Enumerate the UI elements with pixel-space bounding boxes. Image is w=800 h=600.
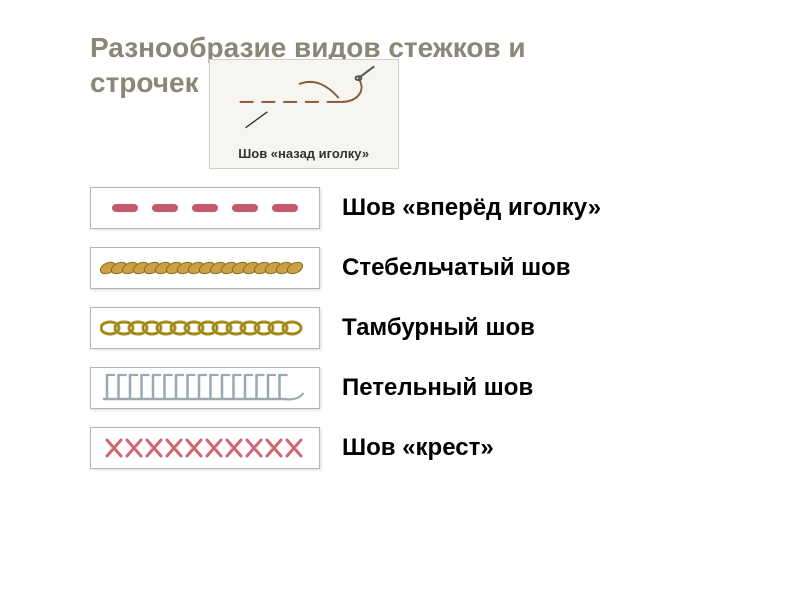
- label-blanket-stitch: Петельный шов: [342, 374, 533, 402]
- blanket-stitch-icon: [95, 371, 315, 405]
- dash-stitches-icon: [112, 204, 298, 212]
- row-cross-stitch: Шов «крест»: [90, 427, 760, 469]
- label-stem-stitch: Стебельчатый шов: [342, 254, 571, 282]
- stem-stitch-icon: [100, 256, 310, 280]
- chain-stitch-icon: [100, 316, 310, 340]
- needle-back-caption: Шов «назад иголку»: [210, 146, 398, 162]
- row-forward-needle: Шов «вперёд иголку»: [90, 187, 760, 229]
- row-blanket-stitch: Петельный шов: [90, 367, 760, 409]
- header-row: строчек Шов «на: [90, 65, 760, 169]
- slide: Разнообразие видов стежков и строчек: [0, 0, 800, 600]
- sample-cross-stitch: [90, 427, 320, 469]
- label-forward-needle: Шов «вперёд иголку»: [342, 194, 601, 222]
- row-chain-stitch: Тамбурный шов: [90, 307, 760, 349]
- cross-stitch-icon: [95, 435, 315, 461]
- needle-back-icon: [210, 60, 398, 132]
- sample-stem-stitch: [90, 247, 320, 289]
- row-stem-stitch: Стебельчатый шов: [90, 247, 760, 289]
- stitch-rows: Шов «вперёд иголку» Стебельчатый шов Там…: [90, 187, 760, 469]
- label-cross-stitch: Шов «крест»: [342, 434, 494, 462]
- title-line-2: строчек: [90, 65, 199, 100]
- sample-blanket-stitch: [90, 367, 320, 409]
- needle-back-diagram: Шов «назад иголку»: [209, 59, 399, 169]
- sample-chain-stitch: [90, 307, 320, 349]
- slide-title: Разнообразие видов стежков и строчек: [90, 30, 760, 169]
- sample-forward-needle: [90, 187, 320, 229]
- label-chain-stitch: Тамбурный шов: [342, 314, 535, 342]
